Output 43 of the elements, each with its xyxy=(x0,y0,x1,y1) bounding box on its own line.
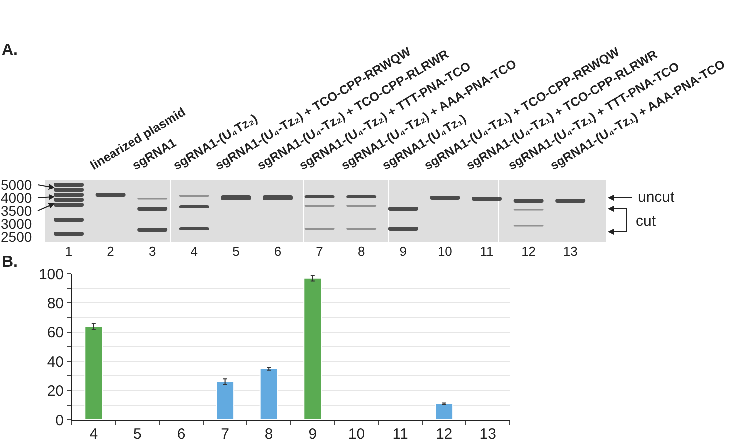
text: 3500 xyxy=(1,203,32,219)
x-tick-label: 11 xyxy=(392,426,408,442)
text: 2 xyxy=(107,244,114,259)
text: 11 xyxy=(480,244,494,259)
x-tick-label: 10 xyxy=(348,426,366,442)
text: 4 xyxy=(190,244,198,259)
y-tick-label: 60 xyxy=(47,324,64,342)
y-tick-label: 0 xyxy=(56,412,64,430)
text: 8 xyxy=(358,244,366,259)
text: 1 xyxy=(65,244,73,259)
text: 7 xyxy=(316,244,324,259)
x-tick-label: 13 xyxy=(480,426,496,442)
x-tick-label: 12 xyxy=(436,426,453,442)
text: 12 xyxy=(522,244,536,259)
x-tick-label: 7 xyxy=(221,426,230,442)
x-tick-label: 9 xyxy=(308,426,318,442)
text: A. xyxy=(2,42,18,59)
bar xyxy=(260,368,278,420)
text: 5 xyxy=(232,244,240,259)
y-tick-label: 100 xyxy=(38,266,64,284)
y-tick-label: 40 xyxy=(47,354,64,371)
text: 10 xyxy=(438,244,452,259)
bar xyxy=(216,382,235,420)
y-tick-label: 80 xyxy=(47,295,64,312)
text: 3000 xyxy=(1,216,32,232)
y-tick-label: 20 xyxy=(47,383,64,400)
text: 5000 xyxy=(1,177,32,193)
bar xyxy=(435,403,454,420)
text: B. xyxy=(2,254,18,271)
text: 3 xyxy=(148,244,156,259)
text: 4000 xyxy=(1,190,32,206)
bar xyxy=(84,326,104,420)
x-tick-label: 6 xyxy=(177,426,186,442)
text: 13 xyxy=(563,244,578,259)
x-tick-label: 4 xyxy=(90,426,98,442)
text: cut xyxy=(636,213,656,230)
x-tick-label: 5 xyxy=(134,426,142,442)
text: 2500 xyxy=(1,229,32,245)
text: 9 xyxy=(400,244,408,259)
x-tick-label: 8 xyxy=(264,426,274,442)
bar xyxy=(304,278,322,420)
text: uncut xyxy=(638,189,675,206)
text: 6 xyxy=(274,244,282,259)
